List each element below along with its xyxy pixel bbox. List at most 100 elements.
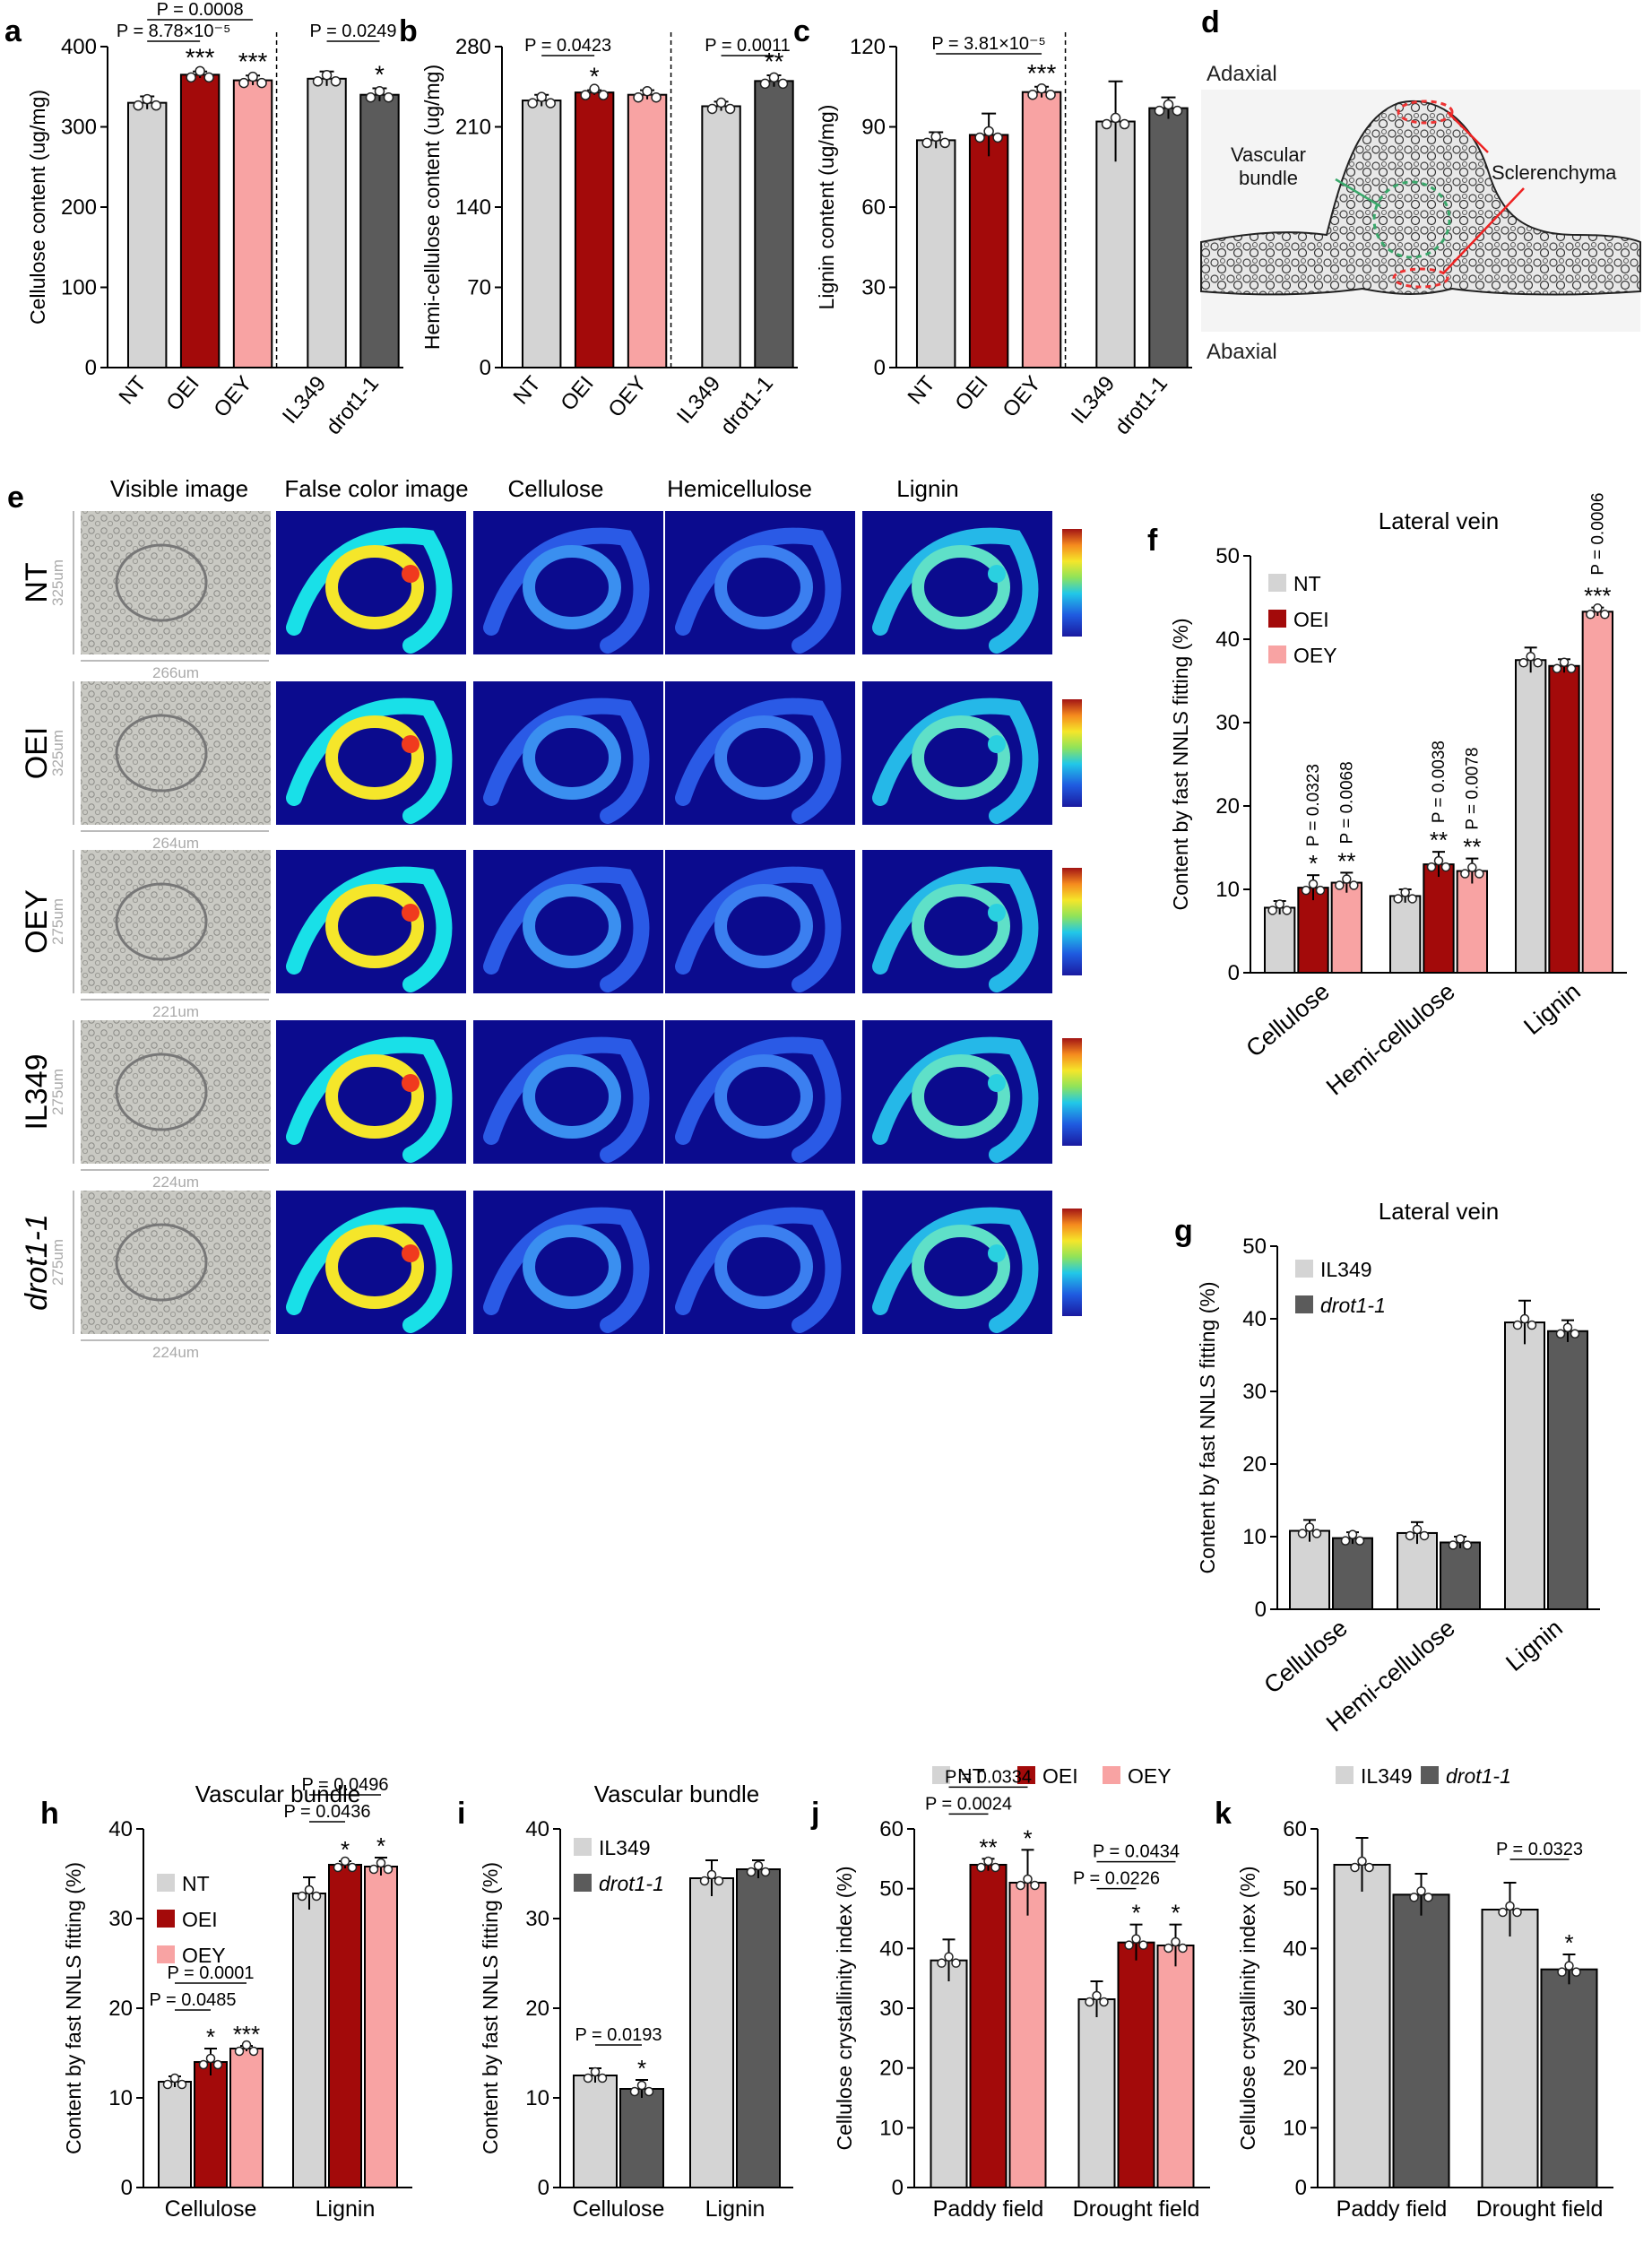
data-point [642,85,653,97]
data-point [1426,862,1437,872]
panel-label: k [1215,1797,1232,1831]
panel-e-label: e [7,481,24,515]
height-scale-label: 275um [49,1069,66,1115]
panel-d-micrograph: d Adaxial Abaxial Vascular bundle Sclere… [1200,5,1641,364]
bar [1077,1998,1116,2188]
y-tick-label: 140 [455,195,491,220]
data-point [1101,118,1112,130]
bar [328,1864,362,2188]
p-value: P = 0.0436 [284,1802,371,1822]
vascular-label-line2: bundle [1239,167,1298,189]
data-point [990,1862,1000,1873]
data-point [1357,1856,1367,1867]
bar [1581,611,1613,974]
height-scale-label: 325um [49,559,66,606]
vascular-ring [115,1053,208,1131]
bar [158,2081,192,2188]
legend-swatch [157,1910,175,1928]
bar [969,1864,1008,2188]
cellulose-ring [523,715,621,800]
y-tick-label: 30 [879,1997,904,2021]
legend-label: IL349 [1361,1764,1413,1788]
y-tick-label: 50 [1215,544,1240,568]
significance-stars: * [1309,850,1318,877]
y-tick-label: 90 [861,116,886,140]
data-point [333,1862,343,1873]
chart-title: Lateral vein [1379,1198,1499,1225]
width-scale-label: 224um [152,1174,199,1191]
lignin-arc [872,697,1039,824]
data-point [536,91,547,102]
p-value: P = 0.0334 [945,1767,1032,1787]
lignin-hotspot [988,1074,1006,1092]
y-tick-label: 10 [1215,878,1240,902]
row-label: OEI [20,727,54,780]
panel-label: i [457,1797,465,1831]
hemicellulose-pattern [675,1207,842,1333]
lignin-ring [912,884,1010,968]
false-color-arc [286,1036,453,1163]
data-point [256,77,267,89]
cellulose-arc [483,866,650,992]
data-point [212,2059,223,2070]
y-tick-label: 0 [85,356,97,380]
lignin-pattern [872,1036,1039,1163]
data-point [248,2046,259,2057]
p-value: P = 0.0485 [150,1990,237,2010]
significance-stars: * [375,61,385,89]
bar [1289,1529,1330,1611]
legend-swatch [1268,574,1286,592]
data-point [974,132,985,143]
y-tick-label: 0 [538,2176,549,2200]
data-point [724,103,736,115]
data-point [142,93,152,105]
row-label: drot1-1 [20,1214,54,1311]
bar [1008,1882,1047,2188]
data-point [944,1952,954,1962]
data-point [545,98,556,108]
legend-swatch [1103,1766,1120,1784]
p-value: P = 0.0323 [1304,764,1323,846]
hemicellulose-pattern [675,866,842,992]
adaxial-label: Adaxial [1207,62,1277,86]
data-point [151,100,161,111]
color-scale-bar [1062,1038,1082,1146]
chart-g: g 0 10 20 30 40 50 Content by fast NNLS fitting… [1174,1198,1600,1737]
color-scale-bar [1062,699,1082,807]
vascular-ring [115,543,208,622]
false-color-arc [286,866,453,992]
cellulose-arc [483,527,650,654]
data-point [644,2086,654,2097]
bar [1117,1941,1155,2189]
bar [359,93,400,368]
vascular-ring [115,882,208,961]
cellulose-pattern [483,697,650,824]
x-tick-label: OEI [950,372,992,416]
hemicellulose-arc [675,866,842,992]
data-point [1518,658,1528,668]
legend-label: IL349 [599,1836,651,1859]
bar [1423,863,1455,974]
data-point [651,91,662,103]
panel-label: f [1147,524,1158,558]
y-tick-label: 100 [61,276,97,300]
header-false-color-image: False color image [284,475,468,502]
data-point [1400,888,1410,897]
hemicellulose-ring [714,884,813,968]
bar [1540,1968,1598,2189]
hemicellulose-arc [675,697,842,824]
x-tick-label: Lignin [1518,978,1585,1040]
data-point [1311,1529,1322,1538]
data-point [376,1858,386,1868]
color-scale-bar [1062,868,1082,975]
false-color-ring [325,1054,424,1139]
significance-stars: * [206,2023,215,2050]
significance-stars: * [590,63,600,91]
lignin-ring [912,1054,1010,1139]
significance-stars: *** [238,48,268,75]
data-point [1335,880,1345,890]
x-tick-label: NT [115,371,151,409]
row-label: NT [20,562,54,602]
width-scale-label: 264um [152,835,199,852]
